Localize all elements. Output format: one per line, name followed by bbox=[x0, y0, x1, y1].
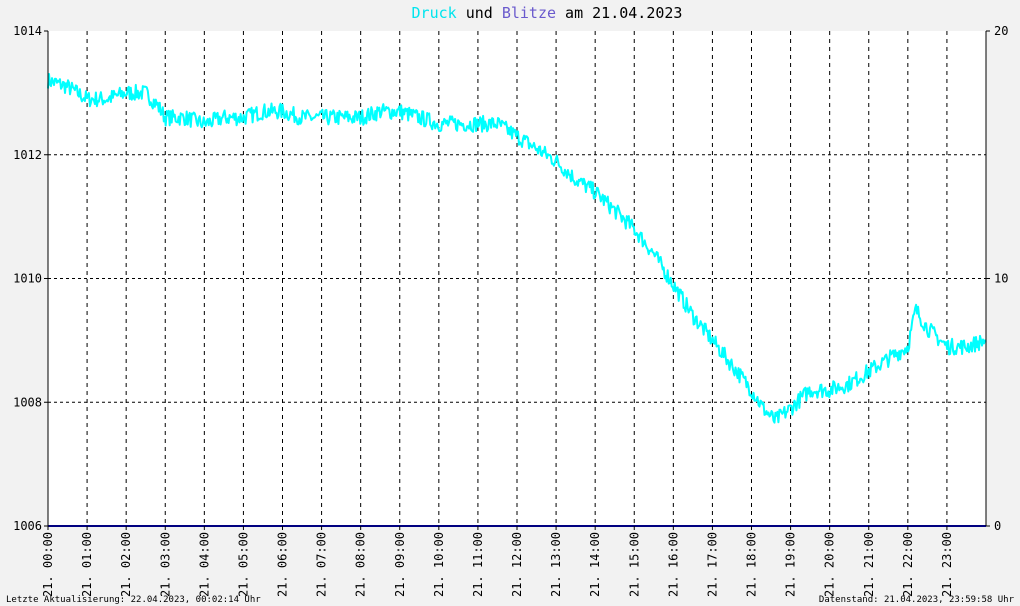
right-axis-ticks: 0 10 20 bbox=[986, 24, 1008, 533]
right-tick-label: 0 bbox=[994, 519, 1001, 533]
x-tick-label: 21. 21:00 bbox=[862, 532, 876, 597]
x-tick-label: 21. 20:00 bbox=[823, 532, 837, 597]
x-tick-label: 21. 00:00 bbox=[41, 532, 55, 597]
footer-data-status: Datenstand: 21.04.2023, 23:59:58 Uhr bbox=[819, 595, 1015, 605]
x-tick-label: 21. 11:00 bbox=[471, 532, 485, 597]
x-tick-label: 21. 14:00 bbox=[588, 532, 602, 597]
x-tick-label: 21. 02:00 bbox=[119, 532, 133, 597]
left-tick-label: 1012 bbox=[13, 148, 42, 162]
footer-last-update: Letzte Aktualisierung: 22.04.2023, 00:02… bbox=[6, 595, 261, 605]
x-tick-label: 21. 19:00 bbox=[784, 532, 798, 597]
title-druck: Druck bbox=[412, 4, 457, 22]
title-und: und bbox=[457, 4, 502, 22]
left-tick-label: 1014 bbox=[13, 24, 42, 38]
x-tick-label: 21. 16:00 bbox=[666, 532, 680, 597]
left-axis-ticks: 1006 1008 1010 1012 1014 bbox=[13, 24, 48, 533]
x-axis-ticks: 21. 00:00 21. 01:00 21. 02:00 21. 03:00 21. … bbox=[41, 526, 954, 597]
chart-title: Druck und Blitze am 21.04.2023 bbox=[412, 4, 683, 22]
x-tick-label: 21. 10:00 bbox=[432, 532, 446, 597]
x-tick-label: 21. 03:00 bbox=[158, 532, 172, 597]
series-layer bbox=[47, 73, 987, 424]
x-tick-label: 21. 12:00 bbox=[510, 532, 524, 597]
title-blitze: Blitze bbox=[502, 4, 556, 22]
x-tick-label: 21. 07:00 bbox=[315, 532, 329, 597]
x-tick-label: 21. 17:00 bbox=[705, 532, 719, 597]
x-tick-label: 21. 01:00 bbox=[80, 532, 94, 597]
left-tick-label: 1006 bbox=[13, 519, 42, 533]
x-tick-label: 21. 09:00 bbox=[393, 532, 407, 597]
x-tick-label: 21. 22:00 bbox=[901, 532, 915, 597]
x-tick-label: 21. 15:00 bbox=[627, 532, 641, 597]
left-tick-label: 1008 bbox=[13, 395, 42, 409]
druck-series-line bbox=[47, 73, 987, 424]
left-tick-label: 1010 bbox=[13, 272, 42, 286]
x-tick-label: 21. 13:00 bbox=[549, 532, 563, 597]
x-tick-label: 21. 05:00 bbox=[236, 532, 250, 597]
grid bbox=[48, 31, 986, 526]
right-tick-label: 20 bbox=[994, 24, 1008, 38]
x-tick-label: 21. 23:00 bbox=[940, 532, 954, 597]
right-tick-label: 10 bbox=[994, 272, 1008, 286]
x-tick-label: 21. 18:00 bbox=[745, 532, 759, 597]
x-tick-label: 21. 06:00 bbox=[276, 532, 290, 597]
title-date: am 21.04.2023 bbox=[556, 4, 682, 22]
x-tick-label: 21. 08:00 bbox=[354, 532, 368, 597]
x-tick-label: 21. 04:00 bbox=[197, 532, 211, 597]
